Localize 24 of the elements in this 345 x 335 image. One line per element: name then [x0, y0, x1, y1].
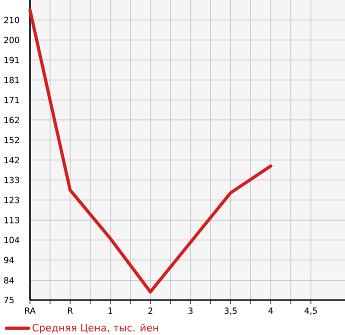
y-tick-label: 152	[4, 136, 19, 144]
y-tick-label: 181	[4, 76, 19, 84]
y-tick-label: 75	[4, 296, 14, 304]
x-tick-label: 2	[148, 308, 152, 314]
x-tick-label: RA	[25, 308, 36, 314]
y-tick-label: 133	[4, 176, 20, 184]
y-tick-label: 171	[4, 96, 19, 104]
y-tick-label: 210	[4, 16, 20, 24]
y-tick-label: 104	[4, 236, 20, 244]
x-tick-label: 3,5	[224, 308, 237, 315]
x-tick-label: R	[68, 308, 73, 314]
x-tick-label: 4,5	[304, 308, 317, 315]
y-tick-label: 142	[4, 156, 19, 164]
y-tick-label: 94	[4, 256, 14, 264]
y-tick-label: 191	[4, 56, 19, 64]
x-tick-label: 4	[268, 308, 273, 314]
y-tick-label: 123	[4, 196, 20, 204]
legend-label: Средняя Цена, тыс. йен	[32, 324, 158, 334]
y-tick-label: 84	[4, 277, 14, 284]
x-tick-label: 3	[188, 308, 193, 314]
x-tick-label: 1	[108, 308, 112, 314]
y-tick-label: 200	[4, 36, 20, 44]
y-tick-label: 162	[4, 116, 19, 124]
y-tick-label: 113	[4, 216, 20, 224]
